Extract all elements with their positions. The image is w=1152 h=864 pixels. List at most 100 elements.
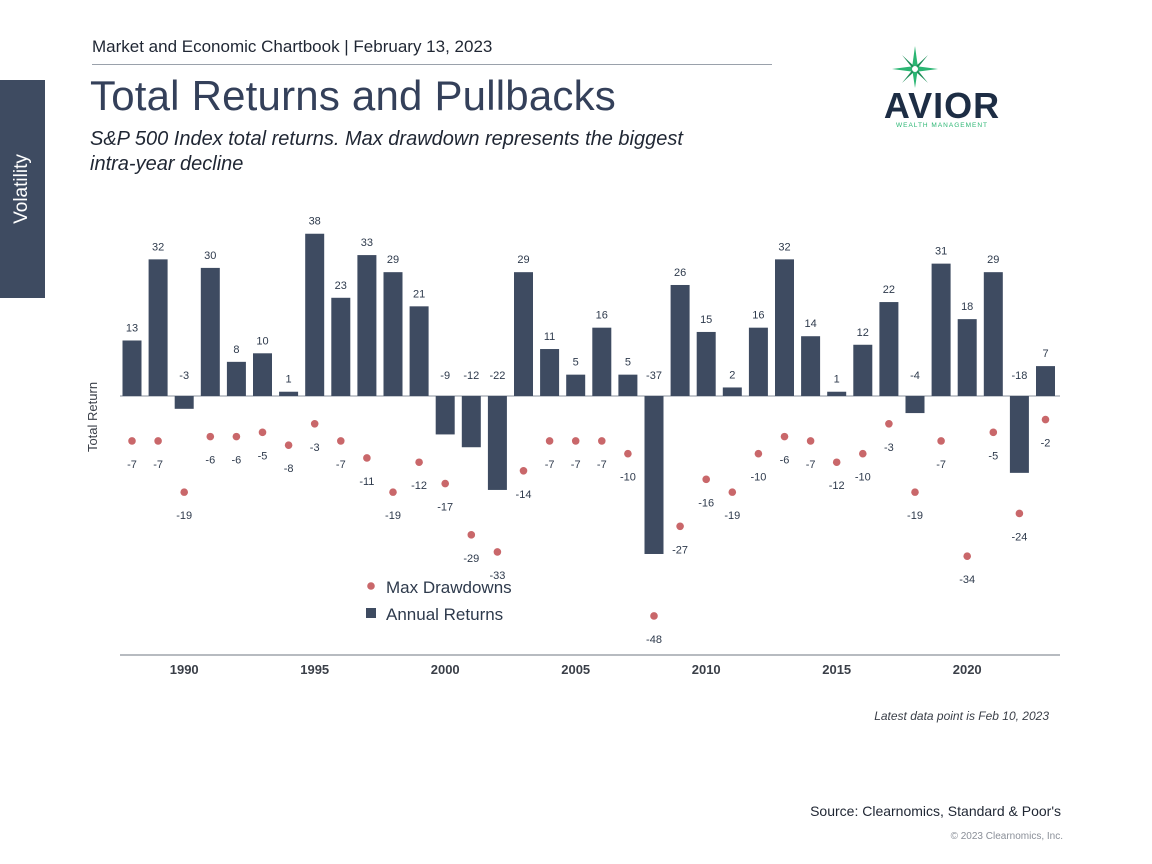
max-drawdown-point bbox=[728, 488, 737, 496]
drawdown-value-label: -5 bbox=[258, 450, 268, 462]
bar-value-label: 10 bbox=[256, 335, 268, 347]
bar-value-label: 13 bbox=[126, 322, 138, 334]
drawdown-value-label: -7 bbox=[127, 459, 137, 471]
source-note: Source: Clearnomics, Standard & Poor's bbox=[810, 803, 1061, 819]
annual-return-bar bbox=[566, 374, 586, 396]
bar-value-label: -3 bbox=[179, 370, 189, 382]
drawdown-value-label: -6 bbox=[205, 455, 215, 467]
max-drawdown-point bbox=[284, 441, 293, 449]
bar-value-label: 31 bbox=[935, 246, 947, 258]
drawdown-value-label: -48 bbox=[646, 634, 662, 646]
max-drawdown-point bbox=[676, 522, 684, 531]
annual-return-bar bbox=[253, 353, 272, 396]
annual-return-bar bbox=[148, 259, 168, 396]
annual-return-bar bbox=[540, 349, 560, 396]
max-drawdown-point bbox=[154, 437, 162, 445]
x-tick-label: 2005 bbox=[561, 662, 590, 677]
annual-return-bar bbox=[435, 396, 455, 435]
annual-return-bar bbox=[931, 263, 951, 396]
annual-return-bar bbox=[879, 302, 899, 396]
bar-value-label: 11 bbox=[544, 331, 555, 343]
bar-value-label: 23 bbox=[335, 280, 347, 292]
drawdown-value-label: -19 bbox=[907, 510, 923, 522]
bar-value-label: -22 bbox=[489, 370, 505, 382]
max-drawdown-point bbox=[1041, 415, 1050, 424]
annual-return-bar bbox=[748, 327, 768, 396]
annual-return-bar bbox=[226, 361, 246, 396]
annual-return-bar bbox=[670, 284, 690, 396]
bar-value-label: 16 bbox=[596, 310, 608, 322]
drawdown-value-label: -6 bbox=[780, 455, 790, 467]
annual-return-bar bbox=[357, 255, 377, 396]
max-drawdown-point bbox=[650, 612, 658, 620]
annual-return-bar bbox=[957, 319, 977, 396]
side-tab: Volatility bbox=[0, 80, 45, 298]
max-drawdown-point bbox=[571, 437, 580, 445]
drawdown-value-label: -10 bbox=[750, 472, 766, 484]
logo-wordmark: AVIOR bbox=[884, 85, 1000, 126]
bar-value-label: 14 bbox=[804, 318, 816, 330]
annual-return-bar bbox=[279, 391, 299, 396]
drawdown-value-label: -5 bbox=[988, 450, 998, 462]
max-drawdown-point bbox=[363, 454, 371, 462]
drawdown-value-label: -19 bbox=[176, 510, 192, 522]
drawdown-value-label: -7 bbox=[545, 459, 555, 471]
max-drawdown-point bbox=[911, 488, 919, 496]
max-drawdown-point bbox=[806, 437, 815, 445]
max-drawdown-point bbox=[937, 437, 945, 445]
drawdown-value-label: -12 bbox=[411, 480, 427, 492]
max-drawdown-point bbox=[337, 437, 345, 445]
bar-value-label: 21 bbox=[413, 288, 425, 300]
bar-value-label: 30 bbox=[204, 250, 216, 262]
compass-star-icon bbox=[892, 46, 938, 88]
bar-value-label: -18 bbox=[1011, 370, 1027, 382]
bar-value-label: 12 bbox=[857, 327, 869, 339]
bar-value-label: 18 bbox=[961, 301, 973, 313]
max-drawdown-point bbox=[989, 428, 998, 437]
max-drawdown-point bbox=[780, 432, 789, 441]
annual-return-bar bbox=[1009, 396, 1029, 473]
bar-value-label: 8 bbox=[233, 344, 239, 356]
drawdown-value-label: -7 bbox=[936, 459, 946, 471]
annual-return-bar bbox=[983, 272, 1003, 396]
max-drawdown-point bbox=[885, 420, 893, 428]
bar-value-label: 2 bbox=[729, 369, 735, 381]
bar-value-label: 29 bbox=[517, 254, 529, 266]
max-drawdown-point bbox=[310, 420, 319, 428]
max-drawdown-point bbox=[206, 432, 215, 441]
bar-value-label: 29 bbox=[987, 254, 999, 266]
max-drawdown-point bbox=[624, 449, 632, 458]
x-tick-label: 1995 bbox=[300, 662, 329, 677]
drawdown-value-label: -16 bbox=[698, 497, 714, 509]
annual-return-bar bbox=[801, 336, 821, 396]
max-drawdown-point bbox=[519, 466, 528, 475]
max-drawdown-point bbox=[467, 531, 476, 539]
annual-return-bar bbox=[174, 396, 194, 409]
bar-value-label: 5 bbox=[625, 357, 631, 369]
drawdown-value-label: -7 bbox=[153, 459, 163, 471]
drawdown-value-label: -29 bbox=[463, 553, 479, 565]
bar-value-label: 1 bbox=[286, 374, 292, 386]
max-drawdown-point bbox=[545, 437, 554, 445]
chartbook-header: Market and Economic Chartbook | February… bbox=[92, 37, 493, 56]
annual-return-bar bbox=[592, 327, 612, 396]
drawdown-value-label: -34 bbox=[959, 574, 975, 586]
page-title: Total Returns and Pullbacks bbox=[90, 72, 617, 119]
bar-value-label: 1 bbox=[834, 374, 840, 386]
bar-value-label: 29 bbox=[387, 254, 399, 266]
drawdown-value-label: -12 bbox=[829, 480, 845, 492]
legend-returns-label: Annual Returns bbox=[386, 605, 503, 624]
avior-logo: AVIOR WEALTH MANAGEMENT bbox=[884, 46, 1000, 129]
drawdown-value-label: -3 bbox=[310, 442, 320, 454]
max-drawdown-point bbox=[598, 437, 606, 445]
max-drawdown-point bbox=[1015, 509, 1024, 518]
latest-data-note: Latest data point is Feb 10, 2023 bbox=[874, 709, 1049, 723]
drawdown-value-label: -10 bbox=[620, 472, 636, 484]
annual-return-bar bbox=[514, 272, 533, 396]
bar-value-label: 32 bbox=[152, 241, 164, 253]
max-drawdown-point bbox=[232, 432, 241, 441]
bar-value-label: 26 bbox=[674, 267, 686, 279]
drawdown-value-label: -33 bbox=[489, 570, 505, 582]
drawdown-value-label: -14 bbox=[516, 489, 532, 501]
